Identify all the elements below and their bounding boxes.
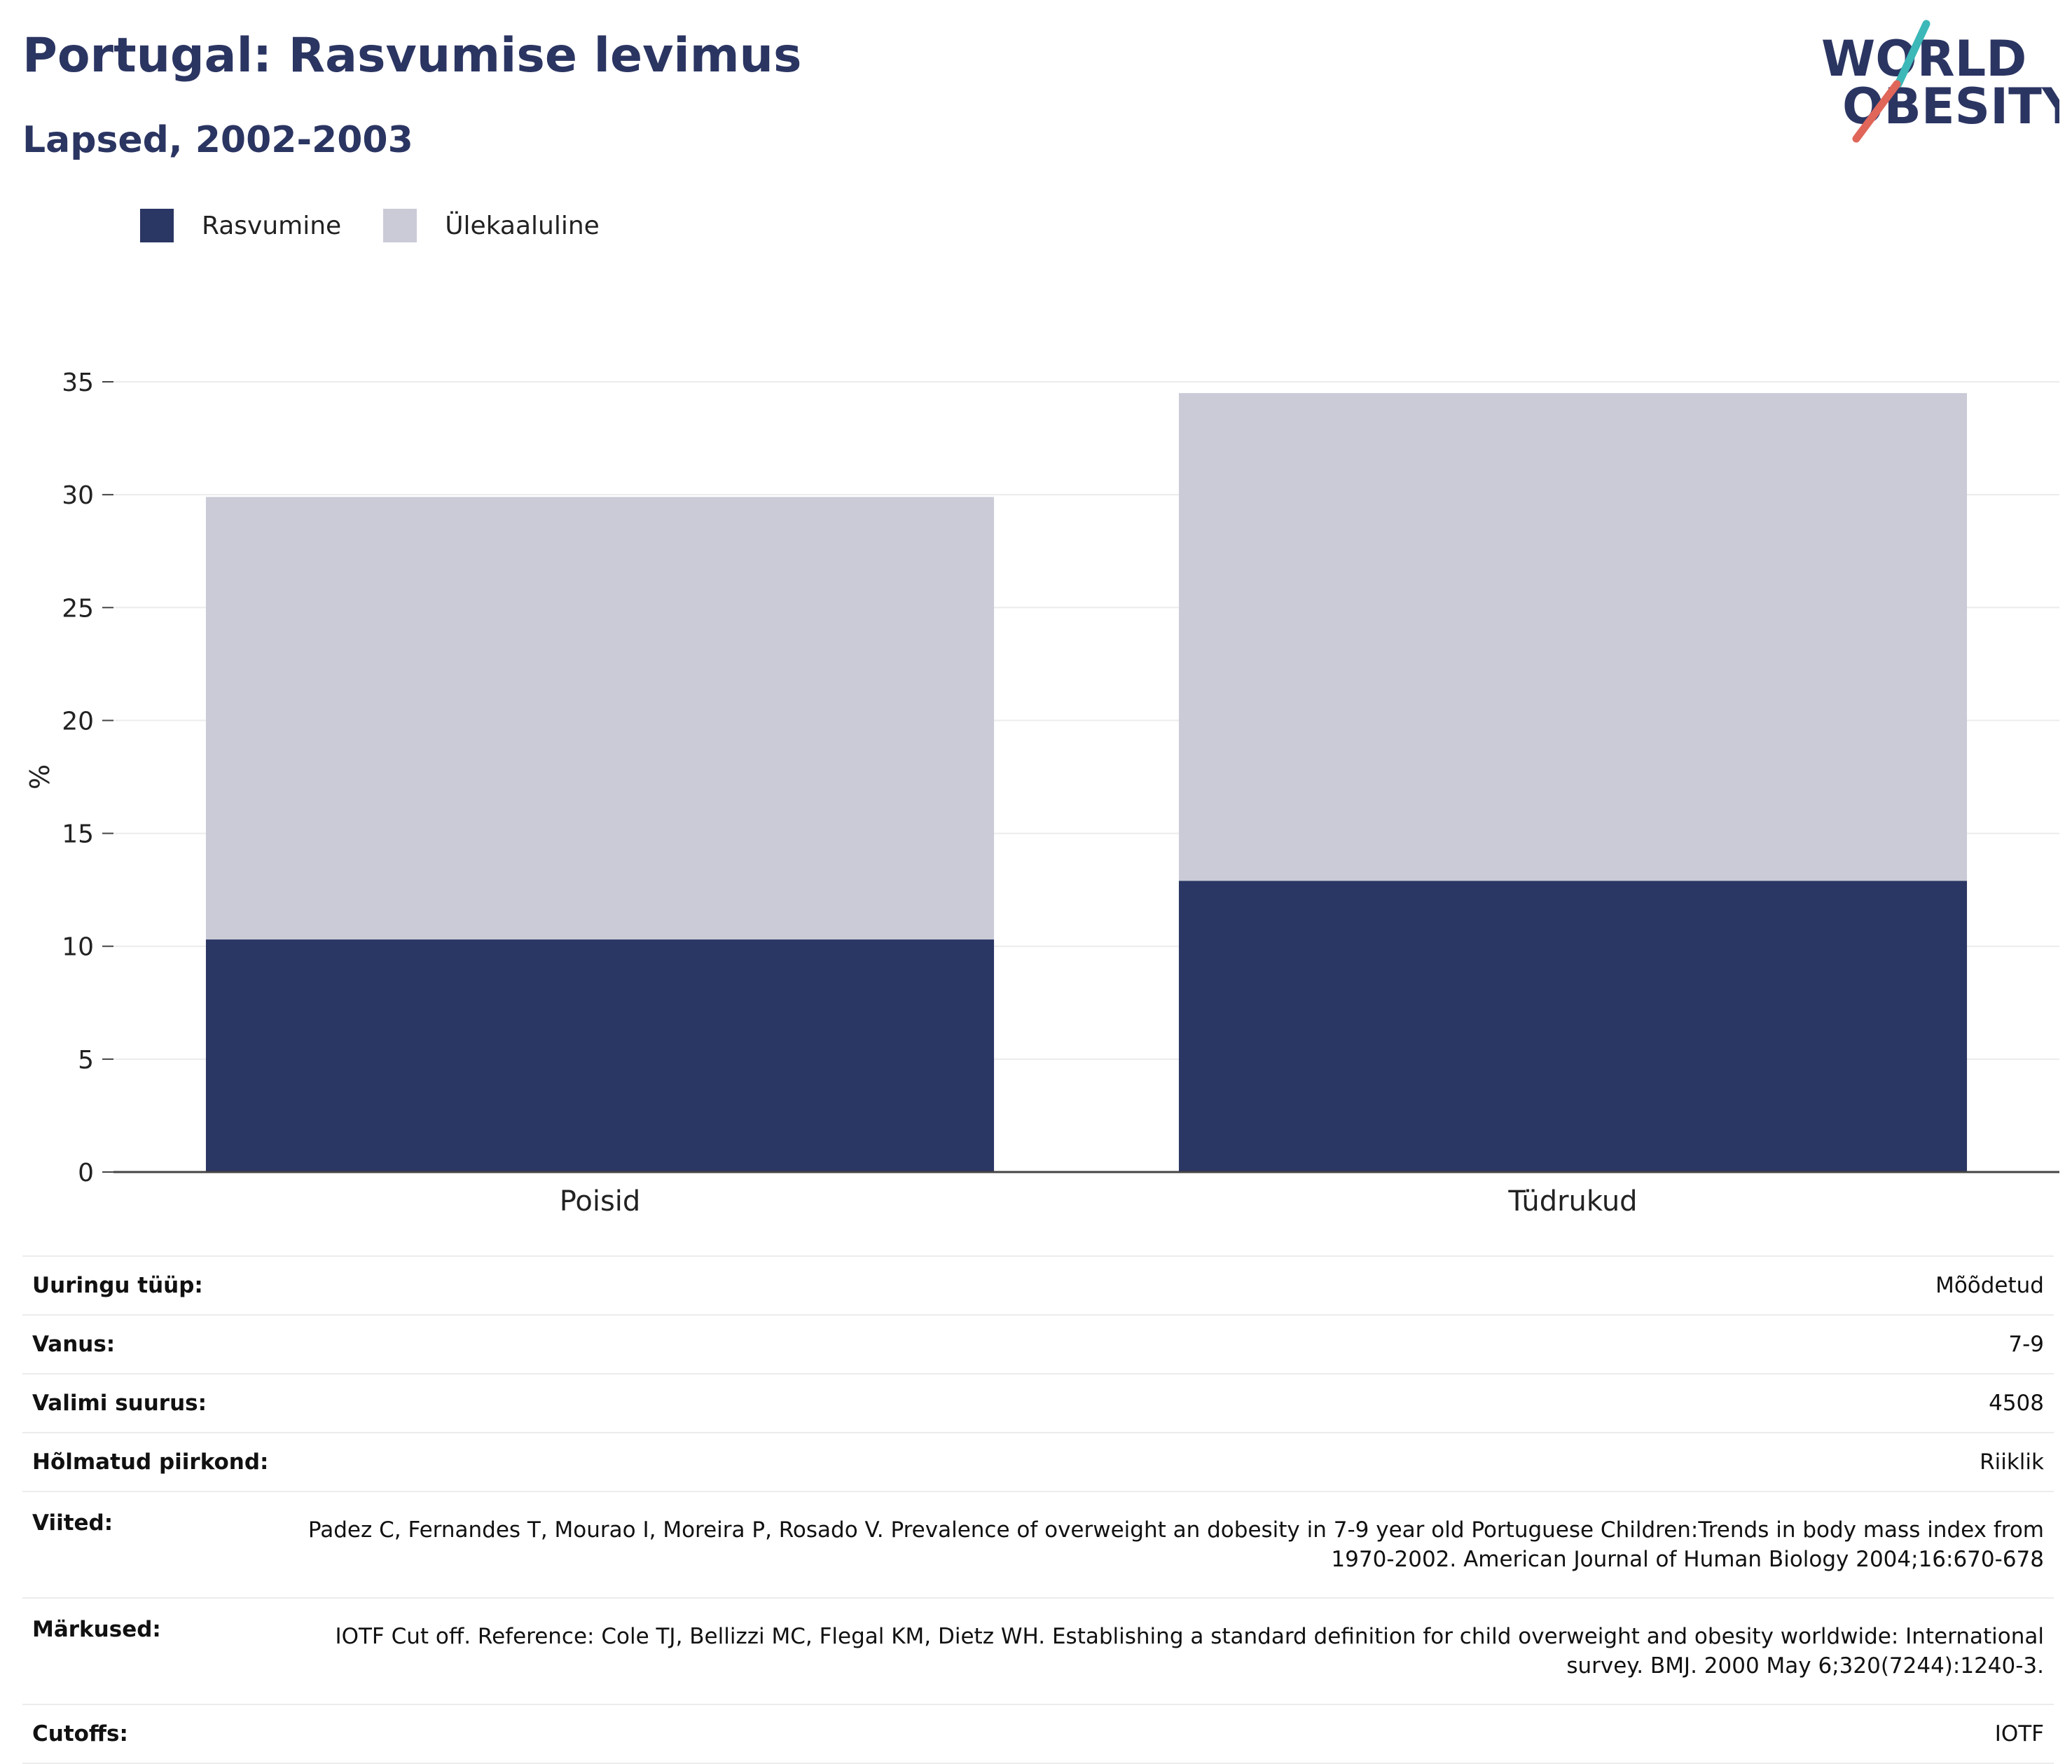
info-row-area: Hõlmatud piirkond: Riiklik <box>22 1432 2054 1491</box>
info-value: Mõõdetud <box>278 1255 2054 1315</box>
info-row-notes: Märkused: IOTF Cut off. Reference: Cole … <box>22 1597 2054 1704</box>
info-key: Uuringu tüüp: <box>22 1255 279 1315</box>
bar-obesity-1 <box>205 939 995 1172</box>
study-info-table: Uuringu tüüp: Mõõdetud Vanus: 7-9 Valimi… <box>22 1255 2054 1764</box>
bar-overweight-2 <box>1178 393 1968 881</box>
info-row-age: Vanus: 7-9 <box>22 1314 2054 1374</box>
info-key: Cutoffs: <box>22 1704 279 1764</box>
y-tick-label: 25 <box>62 594 94 623</box>
chart-legend: Rasvumine Ülekaaluline <box>140 209 642 242</box>
y-tick-label: 5 <box>78 1046 94 1075</box>
info-row-cutoffs: Cutoffs: IOTF <box>22 1704 2054 1764</box>
bar-obesity-2 <box>1178 881 1968 1172</box>
page-title: Portugal: Rasvumise levimus <box>22 28 802 83</box>
y-tick-label: 10 <box>62 933 94 962</box>
info-value: 4508 <box>278 1373 2054 1433</box>
info-value: IOTF Cut off. Reference: Cole TJ, Belliz… <box>278 1597 2054 1704</box>
info-value: 7-9 <box>278 1314 2054 1374</box>
legend-item-obesity[interactable]: Rasvumine <box>140 209 341 242</box>
y-axis-label: % <box>25 764 55 790</box>
page-subtitle: Lapsed, 2002-2003 <box>22 119 413 161</box>
info-row-references: Viited: Padez C, Fernandes T, Mourao I, … <box>22 1491 2054 1598</box>
y-tick-label: 20 <box>62 707 94 736</box>
logo-line2: OBESITY <box>1842 78 2059 135</box>
logo-line1: WORLD <box>1821 30 2026 88</box>
legend-label-overweight: Ülekaaluline <box>445 211 600 240</box>
legend-label-obesity: Rasvumine <box>202 211 342 240</box>
stacked-bar-chart: 0 5 10 15 20 25 30 35% Poisid Tüdrukud <box>25 368 2059 1218</box>
info-key: Viited: <box>22 1491 279 1598</box>
info-row-sample-size: Valimi suurus: 4508 <box>22 1373 2054 1433</box>
legend-swatch-overweight <box>383 209 417 242</box>
y-tick-label: 35 <box>62 368 94 397</box>
y-tick-label: 0 <box>78 1159 94 1187</box>
logo-slash-red <box>1852 80 1901 143</box>
info-key: Märkused: <box>22 1597 279 1704</box>
y-tick-label: 30 <box>62 481 94 510</box>
x-tick-label: Tüdrukud <box>1507 1185 1637 1218</box>
legend-item-overweight[interactable]: Ülekaaluline <box>383 209 600 242</box>
info-value: Riiklik <box>278 1432 2054 1491</box>
y-tick-label: 15 <box>62 820 94 849</box>
x-tick-label: Poisid <box>560 1185 641 1218</box>
info-key: Valimi suurus: <box>22 1373 279 1433</box>
world-obesity-logo: WORLD OBESITY <box>1821 20 2059 143</box>
legend-swatch-obesity <box>140 209 174 242</box>
info-key: Vanus: <box>22 1314 279 1374</box>
bar-overweight-1 <box>205 497 995 940</box>
info-key: Hõlmatud piirkond: <box>22 1432 279 1491</box>
logo-slash-teal <box>1894 20 1931 88</box>
info-value: IOTF <box>278 1704 2054 1764</box>
info-row-survey-type: Uuringu tüüp: Mõõdetud <box>22 1255 2054 1315</box>
info-value: Padez C, Fernandes T, Mourao I, Moreira … <box>278 1491 2054 1598</box>
